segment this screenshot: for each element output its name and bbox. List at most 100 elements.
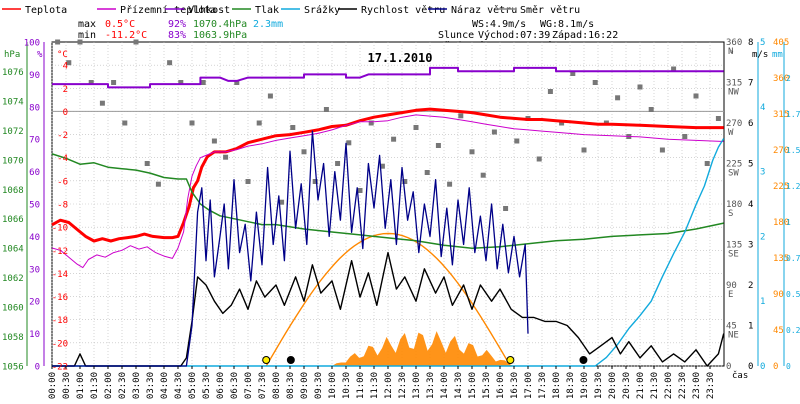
direction-unit: ° [729, 50, 734, 60]
legend-label: Rychlost větru [361, 4, 445, 16]
wind-direction-mark [715, 116, 721, 121]
humidity-tick-label: 100 [24, 39, 40, 49]
rain-tick-label: 1.25 [786, 182, 800, 191]
x-axis-label: čas [732, 370, 748, 381]
stat-max-rain: 2.3mm [253, 19, 283, 30]
wind-direction-mark [301, 149, 307, 155]
x-tick-label: 04:00 [160, 372, 170, 399]
rain-rate-tick-label: 405 [773, 38, 789, 48]
direction-tick-label: 90 [726, 281, 737, 291]
wind-direction-mark [77, 39, 83, 45]
rain-rate-tick-label: 0 [773, 362, 778, 372]
plot-area [51, 39, 725, 367]
wind-direction-mark [581, 147, 587, 153]
wind-direction-mark [491, 129, 497, 135]
wind-speed-info: WS:4.9m/s [472, 19, 526, 30]
wind-direction-mark [357, 188, 363, 193]
direction-tick-label: 135 [726, 241, 742, 251]
pressure-tick-label: 1056 [2, 363, 24, 373]
wind-direction-mark [323, 107, 329, 112]
wind-tick-label: 3 [760, 168, 765, 178]
direction-compass-label: N [728, 47, 733, 57]
wind-gust-tick-label: 8 [748, 38, 753, 48]
moonrise-marker [286, 356, 295, 364]
x-tick-label: 03:00 [132, 372, 142, 399]
x-tick-label: 23:00 [692, 372, 702, 399]
humidity-tick-label: 90 [29, 71, 40, 81]
moonset-marker [579, 356, 588, 364]
rain-rate-tick-label: 360 [773, 74, 789, 84]
wind-direction-mark [66, 60, 72, 66]
direction-compass-label: E [728, 290, 733, 300]
x-tick-label: 16:00 [496, 372, 506, 399]
sunrise-info: Východ:07:39 [478, 29, 550, 41]
wind-direction-mark [267, 93, 273, 99]
x-tick-label: 03:30 [146, 372, 156, 399]
wind-direction-mark [413, 125, 419, 130]
wind-direction-mark [637, 84, 643, 90]
direction-compass-label: W [728, 128, 734, 138]
direction-compass-label: SW [728, 169, 739, 179]
stat-min-label: min [78, 30, 96, 41]
wind-direction-mark [189, 120, 195, 126]
x-tick-label: 09:00 [300, 372, 310, 399]
wind-direction-mark [458, 113, 464, 119]
stat-min-temp: -11.2°C [105, 30, 147, 41]
wind-direction-mark [99, 100, 105, 106]
direction-tick-label: 180 [726, 200, 742, 210]
temperature-tick-label: -22 [52, 363, 68, 373]
direction-tick-label: 315 [726, 79, 742, 89]
wind-direction-mark [279, 199, 285, 205]
wind-direction-mark [693, 93, 699, 99]
rain-tick-label: 1.5 [786, 146, 800, 155]
chart-title: 17.1.2010 [367, 51, 432, 65]
humidity-tick-label: 60 [29, 168, 40, 178]
wind-tick-label: 2 [760, 232, 765, 242]
x-tick-label: 02:30 [118, 372, 128, 399]
pressure-tick-label: 1066 [2, 215, 24, 225]
temperature-tick-label: -4 [57, 154, 68, 164]
legend-label: Srážky [304, 4, 340, 16]
x-tick-label: 18:30 [566, 372, 576, 399]
sunrise-marker [262, 356, 271, 364]
wind-direction-mark [335, 161, 341, 166]
wind-direction-mark [671, 66, 677, 72]
wind-gust-tick-label: 3 [748, 241, 753, 251]
temperature-tick-label: -6 [57, 177, 68, 187]
stat-max-label: max [78, 19, 96, 30]
wind-direction-mark [144, 161, 150, 166]
legend-label: Teplota [25, 5, 67, 16]
x-tick-label: 00:30 [62, 372, 72, 399]
pressure-tick-label: 1058 [2, 333, 24, 343]
direction-tick-label: 0 [726, 362, 731, 372]
series-line-vlhkost [52, 66, 724, 89]
x-tick-label: 01:30 [90, 372, 100, 399]
wind-direction-mark [503, 206, 509, 211]
series-line-n-raz-v-tru [52, 130, 529, 367]
series-line-rychlost-v-tru [52, 251, 725, 367]
wind-direction-mark [514, 138, 520, 144]
wind-direction-mark [290, 125, 296, 130]
x-tick-label: 11:30 [370, 372, 380, 399]
rain-tick-label: 1.75 [786, 110, 800, 119]
x-tick-label: 13:00 [412, 372, 422, 399]
rain-tick-label: 0.5 [786, 290, 800, 299]
rain-tick-label: 0 [786, 362, 791, 371]
temperature-tick-label: 0 [63, 108, 68, 118]
wind-direction-mark [346, 140, 352, 146]
x-tick-label: 06:00 [216, 372, 226, 399]
rain-tick-label: 0.75 [786, 254, 800, 263]
wind-gust-tick-label: 7 [748, 79, 753, 89]
x-tick-label: 15:30 [482, 372, 492, 399]
wind-direction-mark [648, 107, 654, 112]
wind-direction-mark [55, 39, 61, 45]
temperature-tick-label: -8 [57, 201, 68, 211]
x-tick-label: 22:00 [664, 372, 674, 399]
wind-direction-mark [659, 147, 665, 153]
x-tick-label: 07:00 [244, 372, 254, 399]
stat-max-press: 1070.4hPa [193, 19, 247, 30]
legend-label: Přízemní teplota [120, 4, 216, 16]
rain-rate-tick-label: 180 [773, 218, 789, 228]
